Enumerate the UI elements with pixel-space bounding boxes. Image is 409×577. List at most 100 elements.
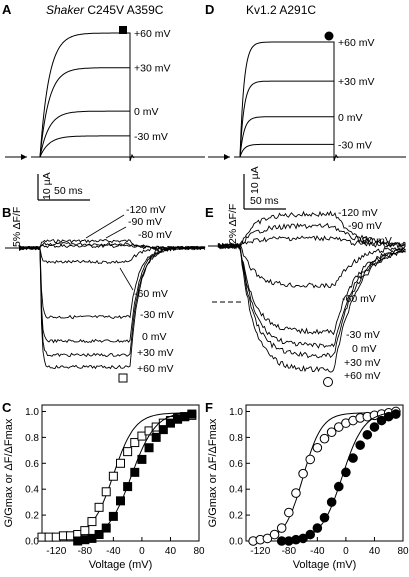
panel-a-trace-label: 0 mV (134, 106, 159, 118)
panel-e-trace-label: +60 mV (344, 370, 380, 382)
panel-d-current-trace (239, 143, 335, 158)
panel-b-label-leader (85, 214, 125, 239)
chart-f-y-tick-label: 0.0 (229, 537, 243, 548)
panel-label-c: C (2, 400, 12, 415)
panel-e-open-circle-marker (323, 377, 333, 387)
chart-c-data-point (94, 530, 104, 540)
chart-f-data-point (312, 523, 323, 533)
panel-e-fluorescence-trace (217, 243, 406, 373)
chart-c-data-point (87, 517, 97, 527)
panel-b-fluorescence-trace (21, 245, 206, 320)
panel-b-fluorescence-trace (21, 245, 206, 344)
chart-c-data-point (137, 454, 147, 464)
panel-label-a: A (2, 2, 12, 17)
panel-a-trace-label: +30 mV (134, 63, 170, 75)
scale-a-time: 50 ms (54, 185, 83, 197)
panel-a-trace-label: +60 mV (134, 28, 170, 40)
chart-f-data-point (341, 467, 351, 478)
panel-label-b: B (2, 205, 11, 220)
chart-c-data-point (116, 458, 125, 468)
panel-b-trace-label: -90 mV (128, 216, 162, 228)
panel-e-fluorescence-trace (217, 210, 406, 250)
panel-b-trace-label: 0 mV (142, 331, 167, 343)
chart-c-x-tick-label: -120 (46, 546, 66, 557)
panel-label-e: E (205, 205, 214, 220)
panel-e-fluorescence-trace (217, 235, 406, 250)
panel-b-label-leader (119, 267, 134, 291)
panel-a-current-trace (39, 32, 131, 158)
panel-d-current-trace (239, 80, 335, 158)
chart-f-x-tick-label: -40 (310, 546, 325, 557)
chart-f-x-tick-label: 80 (397, 546, 409, 557)
chart-f-data-point (376, 415, 387, 426)
panel-e-trace-label: -30 mV (346, 329, 380, 341)
chart-f-data-point (355, 440, 365, 450)
chart-f-data-point (305, 454, 316, 465)
chart-c-data-point (80, 526, 90, 536)
panel-a-current-trace (39, 67, 131, 158)
chart-f-data-point (298, 468, 308, 479)
chart-c-data-point (151, 432, 161, 442)
chart-f-x-tick-label: 40 (369, 546, 381, 557)
panel-b-trace-label: -30 mV (140, 309, 174, 321)
panel-a-arrow-head (21, 154, 27, 160)
chart-f: -120 -80 -40 0 40 80 0.0 0.2 0.4 0.6 0.8 1.0 Voltage… (207, 404, 409, 571)
panel-b-trace-label: +30 mV (137, 347, 173, 359)
chart-f-data-point (369, 422, 380, 432)
chart-c-data-point (108, 511, 118, 521)
chart-f-data-point (298, 533, 308, 544)
panel-d-current-trace (239, 41, 335, 158)
scale-d-time: 50 ms (250, 195, 279, 207)
chart-c-y-tick-label: 0.0 (25, 537, 39, 548)
chart-c-y-tick-label: 0.2 (25, 511, 39, 522)
chart-c: -120 -80 -40 0 40 80 0.0 0.2 0.4 0.6 0.8 1.0 Voltage… (3, 404, 205, 571)
chart-c-x-tick-label: 0 (139, 546, 145, 557)
chart-c-x-tick-label: -80 (78, 546, 93, 557)
panel-e-trace-label: +30 mV (344, 357, 380, 369)
chart-c-x-axis-label: Voltage (mV) (89, 559, 153, 571)
panel-e-trace-label: -120 mV (338, 207, 378, 219)
panel-d-trace-label: -30 mV (338, 139, 372, 151)
chart-c-y-axis-label: G/Gmax or ΔF/ΔFmax (3, 418, 15, 527)
chart-c-data-point (108, 471, 118, 481)
scale-bar-a (37, 174, 90, 201)
panel-a-trace-label: -30 mV (134, 131, 168, 143)
chart-c-data-point (94, 502, 104, 512)
panel-b-fluorescence-trace (21, 246, 206, 370)
chart-f-x-tick-label: 0 (343, 546, 349, 557)
chart-c-y-tick-label: 0.4 (25, 485, 39, 496)
chart-c-data-point (144, 443, 154, 453)
chart-f-x-axis-label: Voltage (mV) (293, 559, 357, 571)
chart-f-data-point (348, 453, 358, 463)
chart-f-data-point (362, 429, 373, 440)
panel-a-current-trace (39, 135, 131, 158)
panel-a-current-trace (39, 110, 131, 158)
panel-e-fluorescence-trace (218, 222, 406, 250)
panel-a-title: Shaker C245V A359C (46, 3, 164, 17)
chart-c-data-point (158, 425, 168, 435)
scale-b-fluorescence: 5% ΔF/F (11, 207, 23, 247)
panel-b-trace-label: +60 mV (137, 363, 173, 375)
panel-d-current-trace (239, 116, 335, 158)
panel-label-f: F (205, 400, 213, 415)
chart-f-x-tick-label: -80 (282, 546, 297, 557)
panel-b-trace-label: -60 mV (134, 288, 168, 300)
panel-b-trace-label: -80 mV (138, 229, 172, 241)
chart-c-data-point (130, 467, 140, 477)
panel-a-title-rest: C245V A359C (84, 3, 164, 17)
chart-f-data-point (269, 529, 280, 540)
panel-d-filled-circle-marker (324, 31, 334, 41)
chart-f-data-point (333, 481, 344, 492)
chart-f-y-tick-label: 0.8 (229, 433, 243, 444)
panel-e-fluorescence-trace (217, 242, 406, 289)
chart-c-data-point (130, 438, 140, 448)
panel-e-trace-label: -60 mV (342, 293, 376, 305)
panel-b-trace-label: -120 mV (126, 204, 166, 216)
panel-b-fluorescence-trace (21, 245, 206, 358)
panel-d-tail-spike (333, 153, 339, 162)
panel-e-trace-label: -80 mV (358, 235, 392, 247)
chart-c-data-point (101, 523, 111, 533)
chart-c-y-tick-label: 1.0 (25, 407, 39, 418)
panel-b-fluorescence-traces: -120 mV-90 mV-80 mV -60 mV -30 mV 0 mV +30 m… (5, 204, 206, 375)
